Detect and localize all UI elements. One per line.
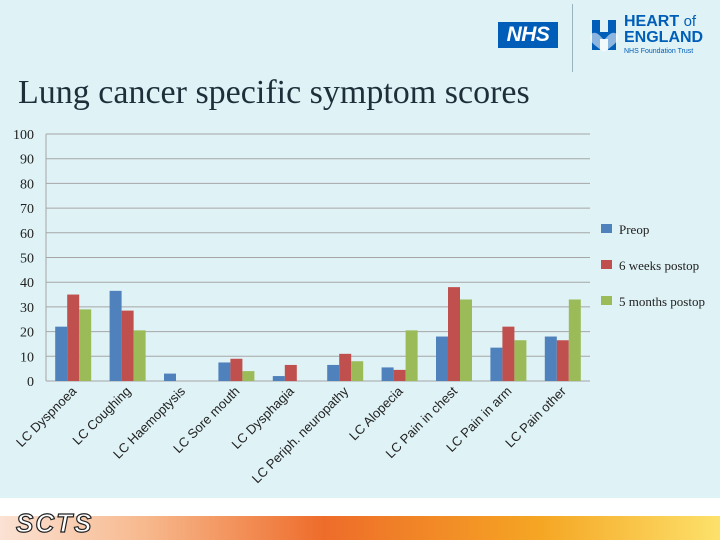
bar [218,362,231,381]
bar [381,367,394,381]
bar [339,353,352,381]
bar [284,364,297,381]
bar [405,330,418,381]
y-tick-label: 60 [20,227,34,242]
bar [67,294,80,381]
bar [133,330,146,381]
legend-swatch [601,260,612,269]
bar [460,299,472,381]
bar [502,326,515,381]
bar [55,326,68,381]
y-tick-label: 0 [27,375,34,390]
legend-label: 6 weeks postop [619,258,699,273]
y-tick-label: 50 [20,252,34,267]
bar [121,310,134,381]
x-tick-label: LC Alopecia [346,383,406,443]
y-tick-label: 90 [20,153,34,168]
trust-subtitle: NHS Foundation Trust [624,48,694,55]
heart-of-england-logo: HEART of ENGLAND NHS Foundation Trust [588,14,712,60]
bar [556,340,569,381]
bar [514,340,527,381]
bar [109,290,122,381]
footer-gradient-bar [0,516,720,540]
scts-logo: SCTS [15,507,94,538]
legend-swatch [601,224,612,233]
bar [436,336,448,381]
bar [448,287,460,381]
bar [230,358,243,381]
bar [327,364,340,381]
x-tick-label: LC Periph. neuropathy [249,383,352,486]
bar [242,371,255,381]
slide-title: Lung cancer specific symptom scores [18,74,530,111]
y-tick-label: 30 [20,301,34,316]
bar [351,361,364,381]
trust-name-line2: ENGLAND [624,29,704,46]
y-tick-label: 40 [20,276,34,291]
trust-name-line1: HEART [624,13,680,30]
trust-name: HEART of ENGLAND [624,14,703,46]
y-tick-label: 70 [20,202,34,217]
nhs-logo: NHS [498,22,558,48]
heart-of-england-mark-icon [590,20,618,52]
bar [544,336,557,381]
y-tick-label: 100 [13,128,34,143]
bar [272,376,285,381]
footer-band [0,498,720,516]
trust-name-of: of [683,13,697,30]
bar [490,347,503,381]
bar [79,309,92,381]
y-tick-label: 80 [20,177,34,192]
bar [164,373,176,381]
bar [568,299,581,381]
legend-swatch [601,296,612,305]
logo-divider [572,4,573,72]
x-tick-label: LC Dyspnoea [13,383,80,450]
y-tick-label: 20 [20,326,34,341]
y-tick-label: 10 [20,350,34,365]
bar [393,369,406,381]
legend-label: 5 months postop [619,294,705,309]
legend-label: Preop [619,222,649,237]
